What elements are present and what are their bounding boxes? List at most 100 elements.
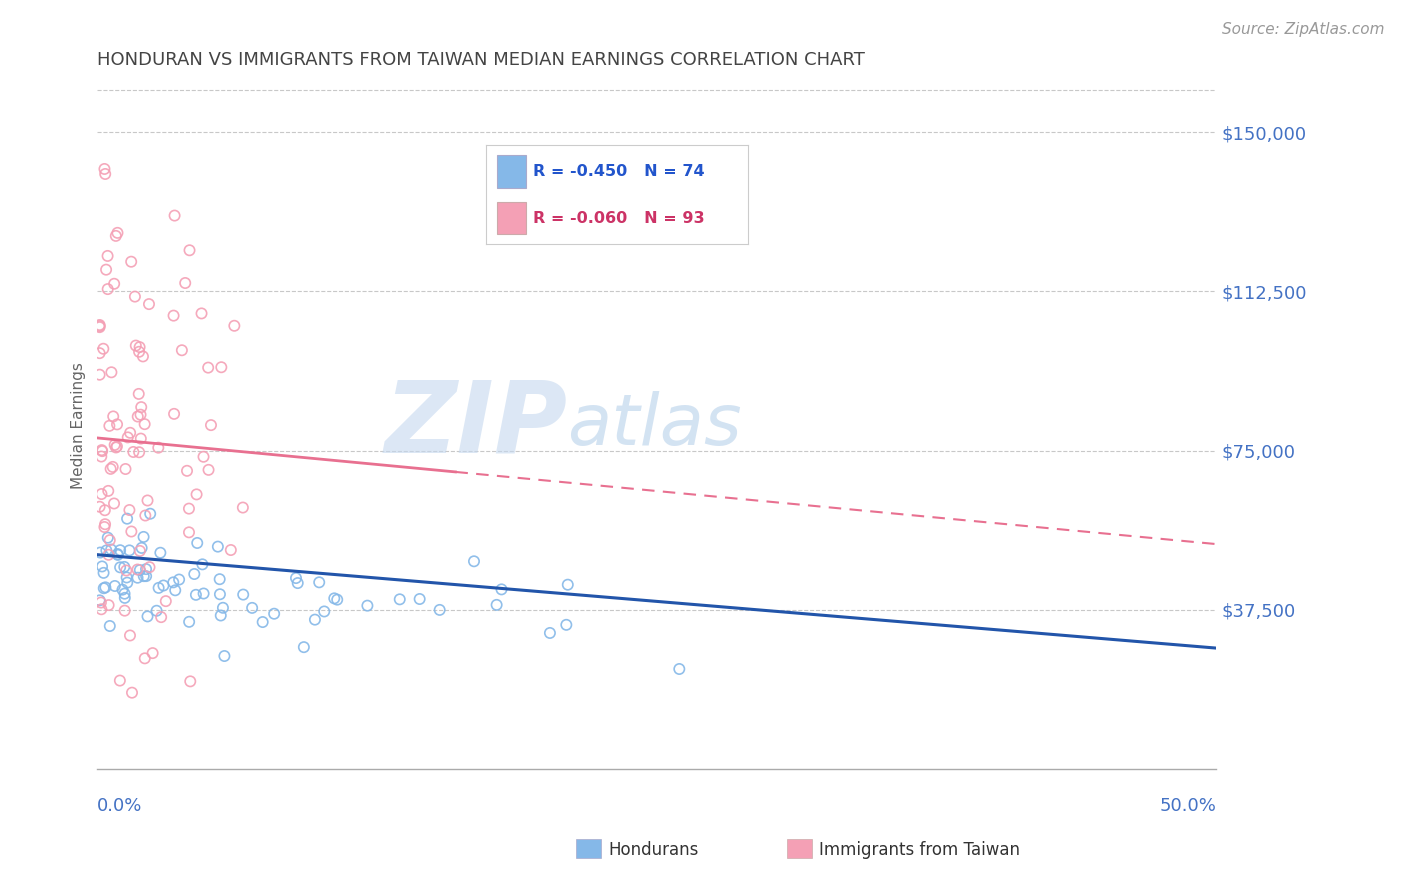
Point	[132, 350, 155, 364]
Point	[112, 560, 135, 574]
Point	[89, 545, 111, 559]
Point	[304, 613, 326, 627]
Point	[135, 569, 157, 583]
Text: Immigrants from Taiwan: Immigrants from Taiwan	[818, 841, 1019, 859]
Point	[285, 571, 308, 585]
Point	[155, 594, 177, 608]
Point	[326, 592, 349, 607]
Point	[150, 610, 173, 624]
Point	[208, 572, 231, 586]
Point	[463, 554, 485, 568]
Point	[97, 249, 120, 263]
Text: HONDURAN VS IMMIGRANTS FROM TAIWAN MEDIAN EARNINGS CORRELATION CHART: HONDURAN VS IMMIGRANTS FROM TAIWAN MEDIA…	[97, 51, 865, 69]
Point	[323, 591, 346, 606]
Point	[128, 387, 150, 401]
Point	[129, 432, 152, 446]
Point	[148, 441, 170, 455]
Point	[176, 464, 198, 478]
Point	[193, 586, 215, 600]
Point	[190, 306, 212, 320]
Point	[118, 543, 141, 558]
Point	[200, 418, 222, 433]
Point	[105, 440, 128, 454]
Point	[90, 443, 112, 458]
Point	[142, 646, 165, 660]
Point	[105, 417, 128, 432]
Text: R = -0.060   N = 93: R = -0.060 N = 93	[533, 211, 704, 226]
Point	[104, 579, 127, 593]
Point	[179, 244, 201, 258]
Point	[292, 640, 315, 655]
Text: R = -0.450   N = 74: R = -0.450 N = 74	[533, 164, 704, 178]
Point	[170, 343, 193, 358]
Point	[162, 575, 184, 590]
Point	[408, 592, 430, 607]
Point	[89, 593, 111, 607]
Point	[91, 342, 114, 356]
Point	[538, 626, 561, 640]
Point	[314, 604, 336, 618]
Point	[232, 588, 254, 602]
Point	[115, 570, 138, 584]
Point	[134, 508, 156, 523]
Point	[152, 578, 174, 592]
Point	[93, 566, 115, 580]
Point	[115, 511, 138, 525]
Point	[89, 346, 111, 360]
Point	[122, 445, 145, 459]
Point	[100, 542, 122, 557]
Point	[149, 546, 172, 560]
Point	[287, 576, 309, 591]
Point	[135, 562, 157, 576]
Point	[388, 592, 411, 607]
Point	[107, 226, 129, 240]
Point	[163, 209, 186, 223]
Point	[136, 493, 159, 508]
Point	[132, 569, 155, 583]
Point	[94, 517, 117, 532]
Point	[485, 598, 508, 612]
Point	[191, 558, 214, 572]
Point	[89, 368, 111, 382]
Point	[94, 262, 117, 277]
Point	[125, 338, 148, 352]
Point	[356, 599, 378, 613]
Point	[120, 254, 142, 268]
Text: 50.0%: 50.0%	[1160, 797, 1216, 814]
Point	[114, 591, 136, 605]
Point	[108, 543, 131, 558]
Point	[197, 360, 219, 375]
Point	[103, 277, 125, 291]
Text: 0.0%: 0.0%	[97, 797, 143, 814]
Point	[162, 309, 184, 323]
Point	[128, 445, 150, 459]
Point	[108, 560, 131, 574]
Point	[128, 344, 150, 359]
Point	[145, 604, 167, 618]
Point	[138, 560, 160, 574]
Point	[179, 674, 201, 689]
Point	[183, 567, 205, 582]
Y-axis label: Median Earnings: Median Earnings	[72, 362, 86, 489]
Point	[491, 582, 513, 597]
Point	[136, 609, 159, 624]
Point	[263, 607, 285, 621]
Point	[128, 563, 150, 577]
Point	[114, 462, 136, 476]
Point	[212, 600, 235, 615]
Point	[89, 318, 111, 332]
Point	[103, 496, 125, 510]
Point	[120, 425, 142, 440]
Point	[163, 407, 186, 421]
Point	[214, 648, 236, 663]
Point	[115, 564, 138, 578]
Point	[186, 536, 208, 550]
Point	[94, 167, 117, 181]
Point	[429, 603, 451, 617]
Point	[91, 559, 114, 574]
Point	[127, 562, 149, 576]
Point	[232, 500, 254, 515]
Point	[101, 459, 124, 474]
Point	[177, 525, 200, 540]
Point	[97, 483, 120, 498]
